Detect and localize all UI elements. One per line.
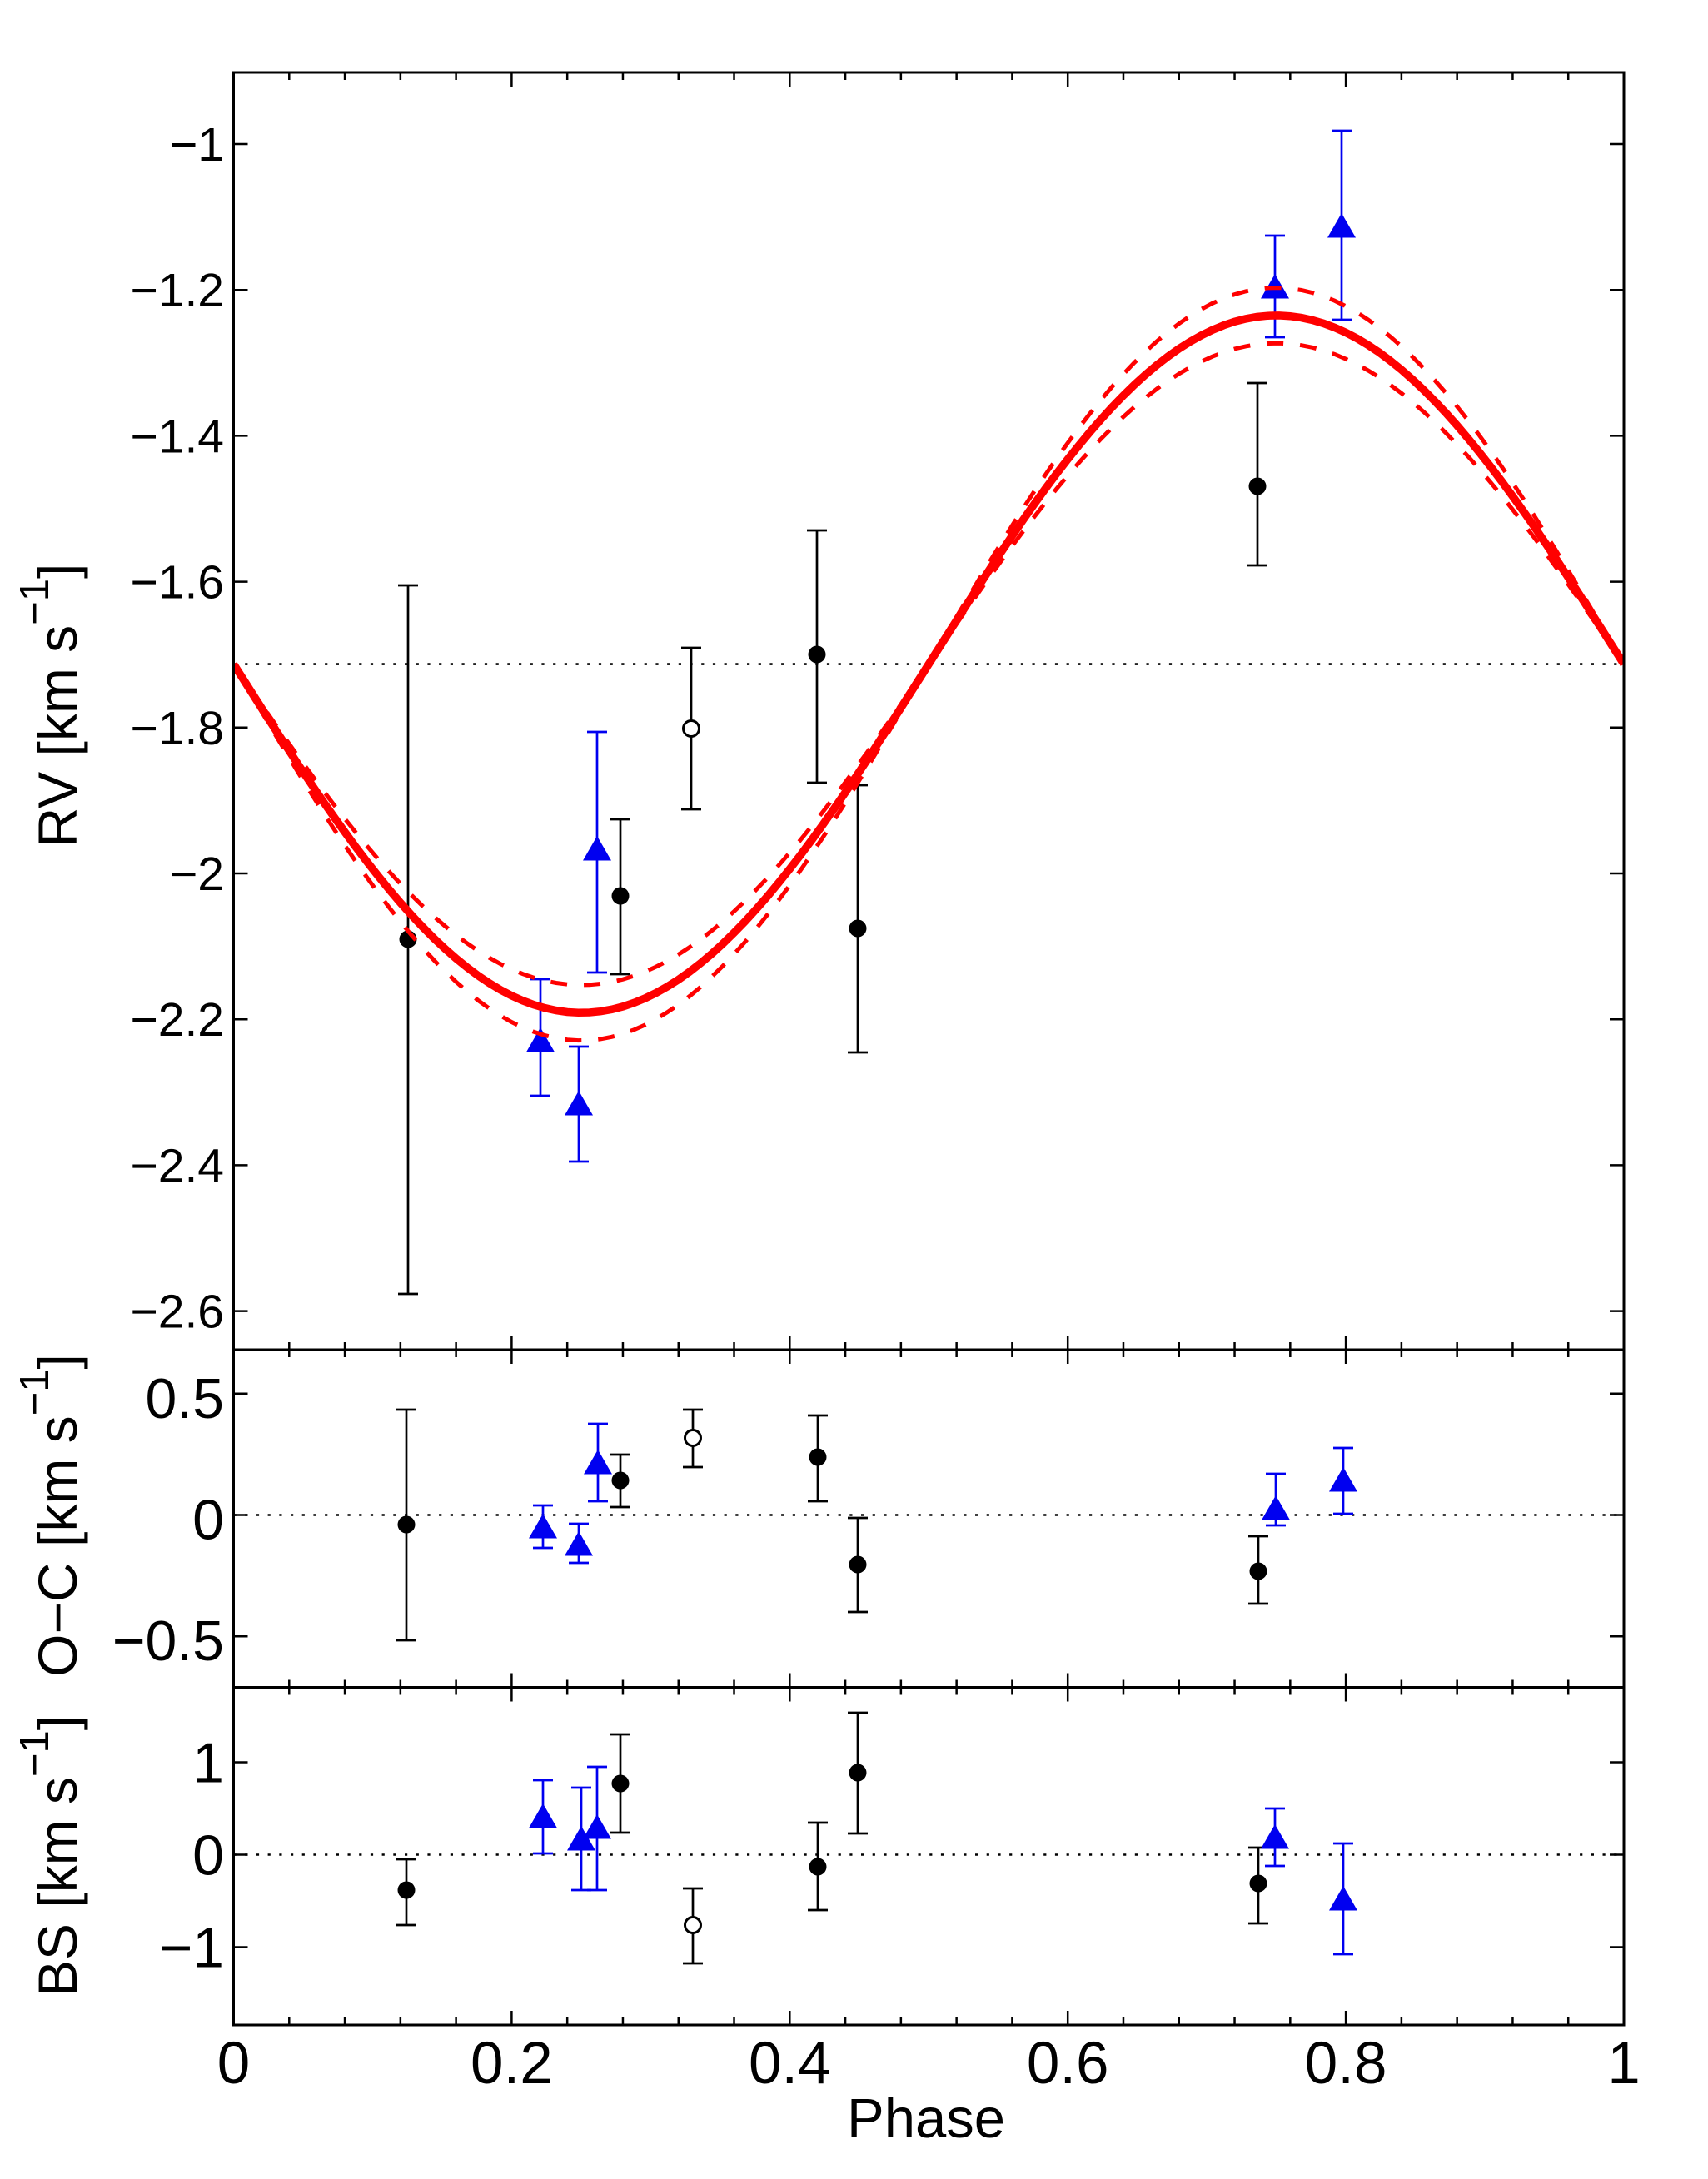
svg-text:−1: −1 [170,118,224,172]
svg-text:−1.2: −1.2 [130,264,224,317]
svg-text:0.8: 0.8 [1305,2031,1387,2097]
svg-text:0: 0 [192,1489,224,1552]
svg-text:−1: −1 [159,1917,224,1980]
svg-text:−1.8: −1.8 [130,702,224,755]
svg-text:0.6: 0.6 [1027,2031,1109,2097]
svg-text:0: 0 [192,1824,224,1888]
svg-text:BS [km s−1]: BS [km s−1] [12,1715,88,1997]
svg-text:−2: −2 [170,848,224,901]
svg-text:0.5: 0.5 [145,1367,224,1430]
svg-text:0: 0 [217,2031,251,2097]
svg-text:−2.4: −2.4 [130,1139,224,1192]
svg-text:1: 1 [1607,2031,1641,2097]
svg-text:0.4: 0.4 [749,2031,831,2097]
svg-text:O−C [km s−1]: O−C [km s−1] [12,1354,88,1677]
svg-text:−2.2: −2.2 [130,993,224,1047]
svg-text:−2.6: −2.6 [130,1286,224,1339]
svg-text:RV [km s−1]: RV [km s−1] [12,564,88,848]
svg-text:−0.5: −0.5 [112,1609,224,1673]
svg-text:0.2: 0.2 [471,2031,553,2097]
svg-text:−1.4: −1.4 [130,410,224,463]
svg-text:Phase: Phase [847,2087,1005,2150]
svg-text:−1.6: −1.6 [130,556,224,609]
svg-text:1: 1 [192,1732,224,1795]
